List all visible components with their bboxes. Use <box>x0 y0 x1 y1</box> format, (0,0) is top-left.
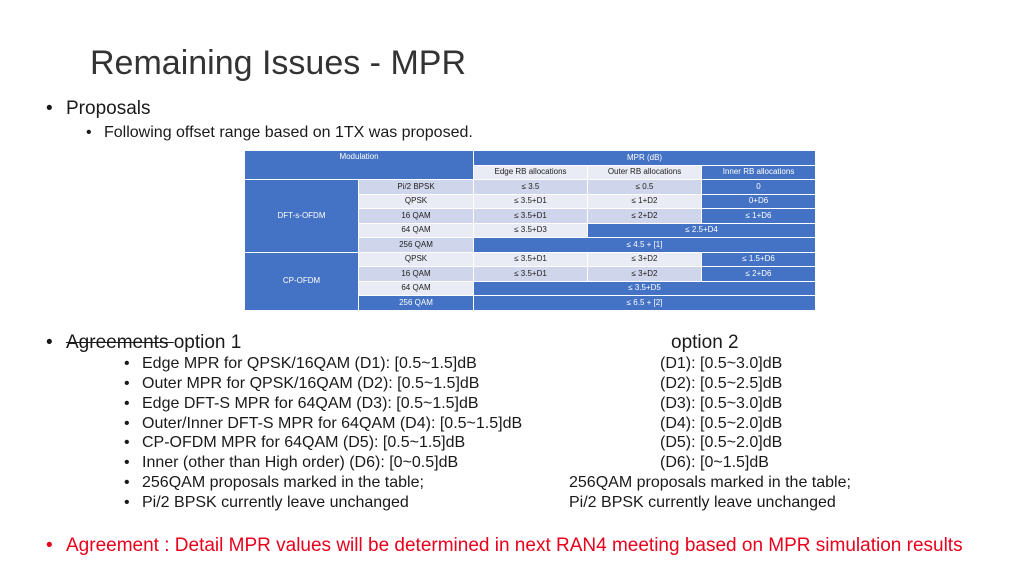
agreement-item-option1: • Outer/Inner DFT-S MPR for 64QAM (D4): [… <box>124 415 523 433</box>
agreement-item-text: 256QAM proposals marked in the table; <box>142 474 424 491</box>
table-row: QPSK ≤ 3.5+D1 ≤ 1+D2 0+D6 <box>245 193 817 209</box>
bullet-dot-icon: • <box>124 355 130 372</box>
bullet-dot-icon: • <box>46 98 53 119</box>
bullet-dot-icon: • <box>124 494 130 511</box>
final-agreement-text: Agreement : Detail MPR values will be de… <box>66 535 963 556</box>
table-row: 64 QAM ≤ 3.5+D5 <box>245 280 817 296</box>
cell-edge: ≤ 3.5+D3 <box>473 222 589 238</box>
header-inner: Inner RB allocations <box>701 164 817 180</box>
cell-outer: ≤ 2+D2 <box>587 208 703 224</box>
agreement-item-option2: 256QAM proposals marked in the table; <box>569 474 851 491</box>
cell-edge: ≤ 3.5+D1 <box>473 193 589 209</box>
agreements-label: Agreements <box>66 332 174 353</box>
proposals-sub-text: Following offset range based on 1TX was … <box>104 124 473 141</box>
agreement-item-option1: • Edge DFT-S MPR for 64QAM (D3): [0.5~1.5… <box>124 395 479 413</box>
agreement-item-text: Outer/Inner DFT-S MPR for 64QAM (D4): [0… <box>142 415 523 432</box>
agreement-item-option1: • 256QAM proposals marked in the table; <box>124 474 424 492</box>
table-row: 256 QAM ≤ 6.5 + [2] <box>245 295 817 311</box>
table-row: 16 QAM ≤ 3.5+D1 ≤ 2+D2 ≤ 1+D6 <box>245 208 817 224</box>
cell-inner: ≤ 1.5+D6 <box>701 251 817 267</box>
cell-mod: 16 QAM <box>357 266 475 282</box>
cell-inner: ≤ 2+D6 <box>701 266 817 282</box>
agreement-item-option2: (D3): [0.5~3.0]dB <box>660 395 783 412</box>
cell-inner: 0+D6 <box>701 193 817 209</box>
bullet-dot-icon: • <box>124 375 130 392</box>
header-edge: Edge RB allocations <box>473 164 589 180</box>
agreement-item-option1: • Inner (other than High order) (D6): [0~… <box>124 454 459 472</box>
cell-mod: QPSK <box>357 251 475 267</box>
table-row: 64 QAM ≤ 3.5+D3 ≤ 2.5+D4 <box>245 222 817 238</box>
agreement-item-text: Inner (other than High order) (D6): [0~0… <box>142 454 459 471</box>
cell-outer: ≤ 3+D2 <box>587 251 703 267</box>
bullet-dot-icon: • <box>124 415 130 432</box>
table-row: CP-OFDM QPSK ≤ 3.5+D1 ≤ 3+D2 ≤ 1.5+D6 <box>244 251 817 311</box>
agreement-item-option2: (D5): [0.5~2.0]dB <box>660 434 783 451</box>
table-row: DFT-s-OFDM Pi/2 BPSK ≤ 3.5 ≤ 0.5 0 <box>244 179 817 253</box>
cell-mod: 256 QAM <box>357 237 475 253</box>
agreement-item-option1: • Outer MPR for QPSK/16QAM (D2): [0.5~1.5… <box>124 375 480 393</box>
agreement-item-option1: • CP-OFDM MPR for 64QAM (D5): [0.5~1.5]dB <box>124 434 466 452</box>
table-header-row: Modulation MPR (dB) <box>243 150 817 180</box>
agreement-item-option2: (D6): [0~1.5]dB <box>660 454 769 471</box>
agreement-item-option2: Pi/2 BPSK currently leave unchanged <box>569 494 836 511</box>
bullet-final-agreement: • Agreement : Detail MPR values will be … <box>46 535 966 556</box>
option1-label: option 1 <box>173 332 242 353</box>
option2-label: option 2 <box>671 332 739 353</box>
group-cp: CP-OFDM <box>244 251 359 311</box>
cell-all: ≤ 4.5 + [1] <box>473 237 817 253</box>
agreement-item-text: Pi/2 BPSK currently leave unchanged <box>142 494 409 511</box>
agreement-item-option2: (D4): [0.5~2.0]dB <box>660 415 783 432</box>
header-modulation: Modulation <box>243 150 475 180</box>
cell-mod: Pi/2 BPSK <box>357 179 475 195</box>
cell-edge: ≤ 3.5+D1 <box>473 208 589 224</box>
agreement-item-option1: • Pi/2 BPSK currently leave unchanged <box>124 494 409 512</box>
page-title: Remaining Issues - MPR <box>90 44 467 82</box>
bullet-dot-icon: • <box>124 395 130 412</box>
agreement-item-text: Edge DFT-S MPR for 64QAM (D3): [0.5~1.5]… <box>142 395 479 412</box>
cell-edge: ≤ 3.5+D1 <box>473 266 589 282</box>
cell-inner: 0 <box>701 179 817 195</box>
cell-inner: ≤ 1+D6 <box>701 208 817 224</box>
agreement-item-option2: (D2): [0.5~2.5]dB <box>660 375 783 392</box>
bullet-dot-icon: • <box>124 474 130 491</box>
cell-all: ≤ 3.5+D5 <box>473 280 817 296</box>
agreement-item-text: Outer MPR for QPSK/16QAM (D2): [0.5~1.5]… <box>142 375 480 392</box>
cell-mod: 64 QAM <box>357 222 475 238</box>
bullet-dot-icon: • <box>124 454 130 471</box>
bullet-dot-icon: • <box>46 332 53 353</box>
cell-edge: ≤ 3.5+D1 <box>473 251 589 267</box>
cell-outer: ≤ 0.5 <box>587 179 703 195</box>
bullet-dot-icon: • <box>86 124 92 141</box>
proposals-label: Proposals <box>66 98 151 119</box>
bullet-proposals-sub: • Following offset range based on 1TX wa… <box>86 124 473 142</box>
agreement-item-option2: (D1): [0.5~3.0]dB <box>660 355 783 372</box>
bullet-agreements: • Agreements option 1 <box>46 332 242 354</box>
cell-edge: ≤ 3.5 <box>473 179 589 195</box>
cell-mod: QPSK <box>357 193 475 209</box>
agreement-item-text: Edge MPR for QPSK/16QAM (D1): [0.5~1.5]d… <box>142 355 477 372</box>
cell-outer-inner: ≤ 2.5+D4 <box>587 222 817 238</box>
agreement-item-text: CP-OFDM MPR for 64QAM (D5): [0.5~1.5]dB <box>142 434 466 451</box>
cell-all: ≤ 6.5 + [2] <box>473 295 817 311</box>
agreement-item-option1: • Edge MPR for QPSK/16QAM (D1): [0.5~1.5]… <box>124 355 477 373</box>
header-outer: Outer RB allocations <box>587 164 703 180</box>
cell-outer: ≤ 3+D2 <box>587 266 703 282</box>
cell-mod: 64 QAM <box>357 280 475 296</box>
table-subheader-row: Edge RB allocations Outer RB allocations… <box>245 164 817 180</box>
cell-mod: 16 QAM <box>357 208 475 224</box>
mpr-table: Modulation MPR (dB) Edge RB allocations … <box>243 150 817 311</box>
bullet-dot-icon: • <box>46 535 53 556</box>
table-row: 256 QAM ≤ 4.5 + [1] <box>245 237 817 253</box>
cell-outer: ≤ 1+D2 <box>587 193 703 209</box>
cell-mod: 256 QAM <box>357 295 475 311</box>
bullet-dot-icon: • <box>124 434 130 451</box>
group-dft: DFT-s-OFDM <box>244 179 359 253</box>
header-mpr: MPR (dB) <box>473 150 817 166</box>
bullet-proposals: • Proposals <box>46 98 151 120</box>
